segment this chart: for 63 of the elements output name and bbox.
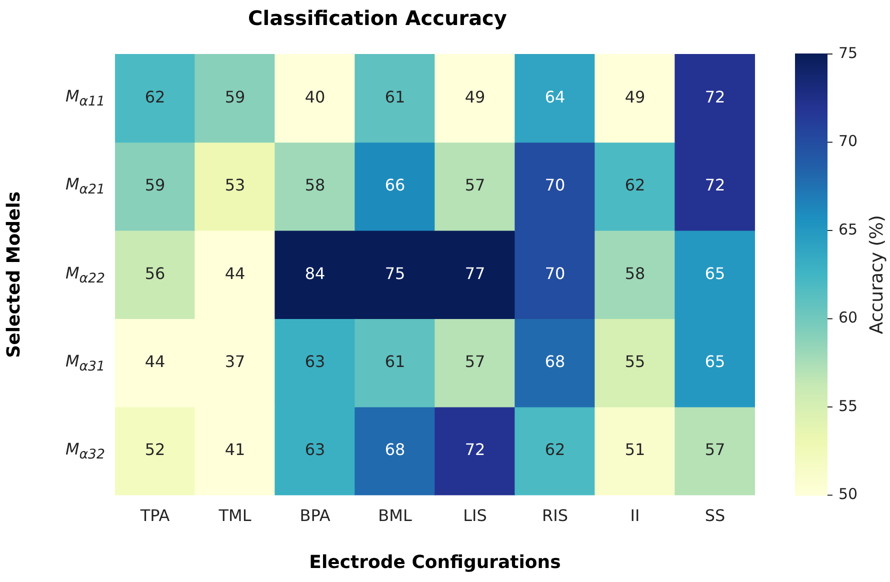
x-tick-label: SS [704,506,726,525]
data-label: 63 [304,440,326,460]
y-tick-label: M$_{α22}$ [65,263,105,286]
data-label: 58 [624,264,646,283]
x-tick-label: BML [378,506,412,525]
data-label: 72 [704,176,726,195]
x-axis-title: Electrode Configurations [309,552,561,573]
x-tick-label: LIS [463,506,487,525]
color-bar-title: Accuracy (%) [866,215,888,334]
data-label: 58 [304,176,326,195]
data-label: 37 [224,352,246,371]
y-tick-label: M$_{α31}$ [65,351,105,374]
color-bar-label: 55 [838,396,858,415]
x-tick-label: TPA [139,506,170,525]
data-label: 53 [224,176,246,195]
data-label: 65 [704,264,726,283]
data-label: 66 [384,176,406,195]
color-bar-label: 75 [838,44,858,62]
y-tick-label: M$_{α21}$ [65,174,105,198]
data-label: 72 [464,440,486,460]
data-label: 65 [704,352,726,371]
color-bar-label: 50 [838,485,858,504]
y-axis-title: Selected Models [3,191,24,358]
x-tick-label: RIS [542,506,568,525]
y-tick-label: M$_{α32}$ [65,439,105,463]
data-label: 84 [304,264,326,283]
data-label: 49 [464,87,486,106]
data-label: 51 [624,440,646,460]
data-label: 55 [624,352,646,371]
data-label: 61 [384,352,406,371]
data-label: 75 [384,264,406,283]
data-label: 70 [544,176,566,195]
data-label: 44 [144,352,166,371]
y-tick-label: M$_{α11}$ [65,86,105,110]
data-label: 56 [144,264,166,283]
data-label: 44 [224,264,246,283]
data-label: 57 [464,352,486,371]
data-label: 63 [304,352,326,371]
data-label: 68 [384,440,406,460]
x-tick-label: II [630,506,640,525]
data-label: 49 [624,87,646,106]
data-label: 62 [624,176,646,195]
data-label: 77 [464,264,486,283]
color-bar-label: 65 [838,220,858,238]
x-tick-label: BPA [300,506,330,525]
data-label: 41 [224,440,246,460]
data-label: 57 [464,176,486,195]
data-label: 62 [144,87,166,106]
data-label: 62 [544,440,566,460]
data-label: 59 [224,87,246,106]
color-bar-label: 70 [838,132,858,150]
data-label: 61 [384,87,406,106]
color-bar-label: 60 [838,308,858,327]
data-label: 68 [544,352,566,371]
data-label: 59 [144,176,166,195]
chart-title: Classification Accuracy [248,6,507,30]
x-tick-label: TML [218,506,252,525]
data-label: 72 [704,87,726,106]
data-label: 70 [544,264,566,283]
data-label: 52 [144,440,166,460]
data-label: 64 [544,87,566,106]
data-label: 57 [704,440,726,460]
data-label: 40 [304,87,326,106]
